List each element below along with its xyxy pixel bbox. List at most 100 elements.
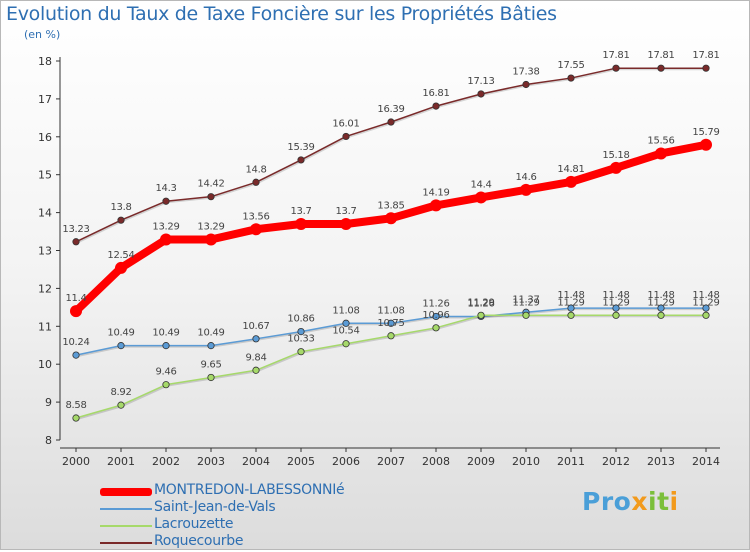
x-tick-label: 2000 [62, 455, 90, 468]
data-point-montredon-labessonni [385, 212, 397, 225]
legend-label-lacrouzette: Lacrouzette [154, 516, 234, 532]
data-label-saint-jean-de-vals: 10.49 [152, 328, 179, 339]
x-tick-label: 2002 [152, 455, 180, 468]
data-label-montredon-labessonni: 15.79 [692, 127, 719, 138]
data-point-lacrouzette [567, 311, 575, 319]
data-label-saint-jean-de-vals: 11.48 [602, 290, 629, 301]
data-point-lacrouzette [657, 311, 665, 319]
data-label-saint-jean-de-vals: 10.67 [242, 321, 269, 332]
data-label-saint-jean-de-vals: 11.48 [692, 290, 719, 301]
y-axis-unit: (en %) [24, 28, 61, 41]
data-label-lacrouzette: 11.29 [512, 297, 539, 308]
data-point-lacrouzette [387, 332, 395, 340]
data-label-saint-jean-de-vals: 11.26 [467, 298, 494, 309]
data-label-roquecourbe: 13.23 [62, 224, 89, 235]
y-tick-label: 11 [38, 320, 52, 333]
x-tick-label: 2013 [647, 455, 675, 468]
data-point-montredon-labessonni [655, 147, 667, 160]
data-point-lacrouzette [342, 340, 350, 348]
data-point-roquecourbe [117, 216, 125, 224]
data-point-saint-jean-de-vals [567, 304, 575, 312]
series-layer [70, 64, 712, 422]
x-tick-label: 2011 [557, 455, 585, 468]
data-point-lacrouzette [117, 401, 125, 409]
data-label-lacrouzette: 9.84 [245, 352, 266, 363]
data-point-montredon-labessonni [700, 138, 712, 151]
data-point-lacrouzette [72, 414, 80, 422]
data-label-lacrouzette: 10.96 [422, 310, 449, 321]
data-label-roquecourbe: 17.13 [467, 76, 494, 87]
data-label-lacrouzette: 8.58 [65, 400, 86, 411]
axes: 8 9 10 11 12 13 14 15 16 17 18 2000 2001 2002 2003 2004… [38, 55, 720, 468]
data-point-roquecourbe [342, 132, 350, 141]
data-label-lacrouzette: 11.29 [467, 297, 494, 308]
data-point-saint-jean-de-vals [432, 312, 440, 321]
x-tick-label: 2012 [602, 455, 630, 468]
data-point-lacrouzette [612, 311, 620, 319]
chart-title: Evolution du Taux de Taxe Foncière sur l… [6, 3, 557, 25]
x-tick-label: 2005 [287, 455, 315, 468]
data-point-saint-jean-de-vals [342, 319, 350, 327]
data-point-saint-jean-de-vals [117, 342, 125, 350]
data-label-lacrouzette: 9.65 [200, 359, 221, 370]
y-tick-label: 18 [38, 55, 52, 68]
data-point-lacrouzette [522, 311, 530, 319]
data-label-montredon-labessonni: 12.54 [107, 250, 134, 261]
data-label-montredon-labessonni: 14.81 [557, 164, 584, 175]
y-tick-label: 12 [38, 282, 52, 295]
data-point-lacrouzette [252, 366, 260, 374]
legend-label-montredon: MONTREDON-LABESSONNIé [154, 482, 345, 498]
data-point-saint-jean-de-vals [657, 304, 665, 312]
data-label-lacrouzette: 10.75 [377, 318, 404, 329]
data-point-montredon-labessonni [115, 261, 127, 274]
data-label-montredon-labessonni: 14.19 [422, 187, 449, 198]
legend-label-roquecourbe: Roquecourbe [154, 533, 244, 549]
data-point-roquecourbe [162, 197, 170, 205]
data-label-montredon-labessonni: 11.4 [65, 293, 86, 304]
data-label-montredon-labessonni: 13.85 [377, 200, 404, 211]
data-label-lacrouzette: 10.33 [287, 334, 314, 345]
x-tick-label: 2007 [377, 455, 405, 468]
data-point-roquecourbe [432, 102, 440, 110]
data-point-lacrouzette [297, 348, 305, 356]
data-point-saint-jean-de-vals [612, 304, 620, 312]
data-label-roquecourbe: 16.39 [377, 104, 404, 115]
data-label-roquecourbe: 16.01 [332, 118, 359, 129]
data-point-lacrouzette [702, 311, 710, 319]
data-point-montredon-labessonni [340, 217, 352, 230]
data-point-montredon-labessonni [160, 233, 172, 246]
data-point-montredon-labessonni [70, 305, 82, 318]
data-point-saint-jean-de-vals [162, 342, 170, 350]
data-point-montredon-labessonni [430, 199, 442, 212]
data-label-montredon-labessonni: 14.4 [470, 179, 491, 190]
y-tick-label: 8 [45, 434, 52, 447]
y-tick-label: 15 [38, 169, 52, 182]
data-label-montredon-labessonni: 15.18 [602, 150, 629, 161]
data-point-montredon-labessonni [250, 223, 262, 236]
data-label-roquecourbe: 17.55 [557, 60, 584, 71]
data-label-lacrouzette: 11.29 [692, 297, 719, 308]
data-label-lacrouzette: 10.54 [332, 326, 359, 337]
data-point-lacrouzette [477, 311, 485, 319]
data-label-montredon-labessonni: 13.7 [290, 206, 311, 217]
data-label-saint-jean-de-vals: 11.48 [557, 290, 584, 301]
y-tick-label: 14 [38, 207, 52, 220]
y-tick-label: 13 [38, 245, 52, 258]
legend-swatch-saint-jean-de-vals [100, 508, 152, 510]
data-point-lacrouzette [162, 381, 170, 389]
data-label-saint-jean-de-vals: 10.49 [107, 328, 134, 339]
data-point-roquecourbe [612, 64, 620, 72]
x-tick-label: 2014 [692, 455, 720, 468]
data-point-montredon-labessonni [295, 217, 307, 230]
data-point-roquecourbe [477, 90, 485, 98]
x-tick-label: 2008 [422, 455, 450, 468]
y-tick-label: 9 [45, 396, 52, 409]
data-label-montredon-labessonni: 13.56 [242, 211, 269, 222]
data-point-saint-jean-de-vals [252, 335, 260, 343]
data-point-saint-jean-de-vals [387, 319, 395, 327]
data-point-roquecourbe [252, 178, 260, 186]
data-label-saint-jean-de-vals: 11.08 [377, 305, 404, 316]
y-tick-label: 10 [38, 358, 52, 371]
data-label-roquecourbe: 13.8 [110, 202, 131, 213]
